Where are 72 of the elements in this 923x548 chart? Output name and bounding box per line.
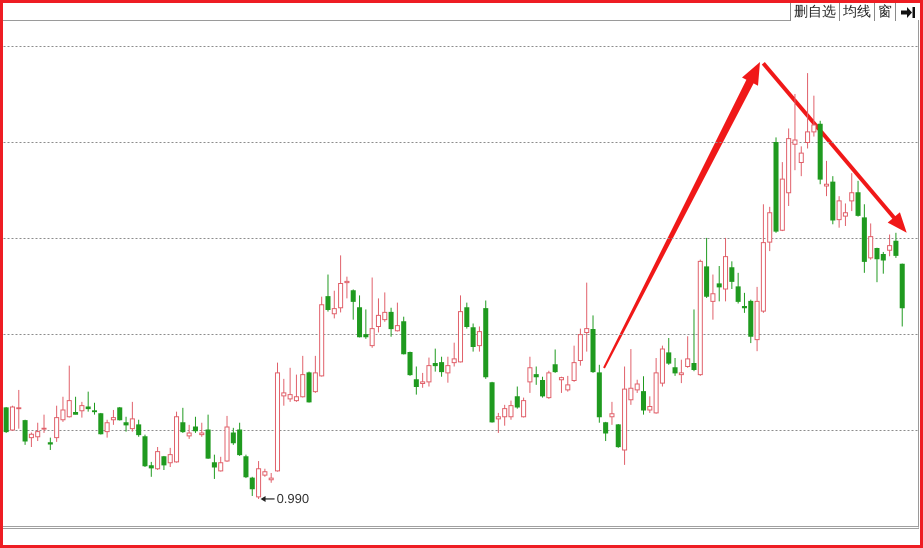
candlestick bbox=[155, 446, 160, 470]
candlestick bbox=[42, 414, 47, 434]
candlestick bbox=[218, 456, 224, 472]
candlestick bbox=[710, 274, 716, 320]
candlestick bbox=[4, 406, 9, 434]
candlestick bbox=[192, 416, 198, 434]
candlestick bbox=[476, 326, 482, 352]
candlestick bbox=[584, 282, 590, 352]
candlestick bbox=[716, 266, 722, 302]
candlestick bbox=[332, 290, 337, 319]
candlestick bbox=[824, 160, 830, 197]
candlestick bbox=[521, 397, 526, 418]
candlestick bbox=[250, 476, 255, 496]
candlestick bbox=[527, 356, 532, 394]
candlestick bbox=[117, 406, 122, 422]
candlestick bbox=[540, 376, 546, 398]
candlestick bbox=[798, 146, 804, 177]
candlestick bbox=[161, 455, 166, 470]
candlestick bbox=[464, 302, 470, 330]
candlestick bbox=[22, 419, 28, 446]
candlestick bbox=[558, 376, 564, 394]
candlestick bbox=[849, 172, 854, 212]
candlestick bbox=[552, 348, 558, 374]
candlestick bbox=[325, 274, 330, 312]
candlestick bbox=[893, 232, 898, 258]
candlestick bbox=[73, 396, 78, 416]
candlestick bbox=[736, 272, 741, 304]
candlestick bbox=[92, 402, 98, 416]
candlestick bbox=[640, 376, 646, 416]
candlestick bbox=[268, 472, 274, 484]
candlestick bbox=[344, 276, 350, 299]
candlestick bbox=[136, 419, 142, 438]
text: 窗 bbox=[874, 3, 895, 21]
candlestick bbox=[666, 337, 672, 366]
candlestick bbox=[243, 454, 248, 479]
candlestick bbox=[414, 366, 419, 396]
candlestick bbox=[445, 356, 450, 384]
text: 均线 bbox=[839, 3, 874, 21]
candlestick bbox=[199, 422, 204, 438]
candlestick bbox=[212, 454, 217, 480]
candlestick bbox=[609, 401, 614, 426]
candlestick bbox=[729, 260, 734, 290]
candlestick bbox=[565, 375, 570, 392]
candlestick bbox=[124, 416, 129, 432]
candlestick bbox=[86, 391, 91, 412]
candlestick bbox=[104, 419, 110, 438]
candlestick bbox=[394, 302, 400, 332]
candlestick bbox=[672, 357, 678, 376]
candlestick bbox=[79, 401, 84, 418]
candlestick bbox=[685, 336, 690, 368]
candlestick bbox=[856, 180, 861, 218]
text: 删自选 bbox=[790, 3, 839, 21]
candlestick bbox=[180, 407, 186, 434]
candlestick bbox=[678, 359, 684, 384]
candlestick bbox=[534, 366, 539, 386]
candlestick bbox=[514, 386, 520, 410]
candlestick bbox=[388, 307, 394, 338]
candlestick bbox=[350, 288, 356, 320]
candlestick bbox=[130, 401, 135, 432]
candlestick bbox=[616, 424, 621, 448]
candlestick bbox=[110, 409, 116, 426]
candlestick bbox=[572, 345, 577, 382]
candlestick bbox=[98, 412, 104, 436]
candlestick bbox=[887, 234, 892, 257]
annotation: 0.990 bbox=[276, 490, 310, 506]
candlestick bbox=[186, 424, 192, 440]
candlestick bbox=[48, 437, 53, 450]
candlestick bbox=[868, 222, 874, 260]
candlestick bbox=[603, 421, 608, 442]
candlestick bbox=[691, 308, 696, 372]
candlestick bbox=[470, 323, 476, 352]
candlestick bbox=[370, 277, 375, 348]
